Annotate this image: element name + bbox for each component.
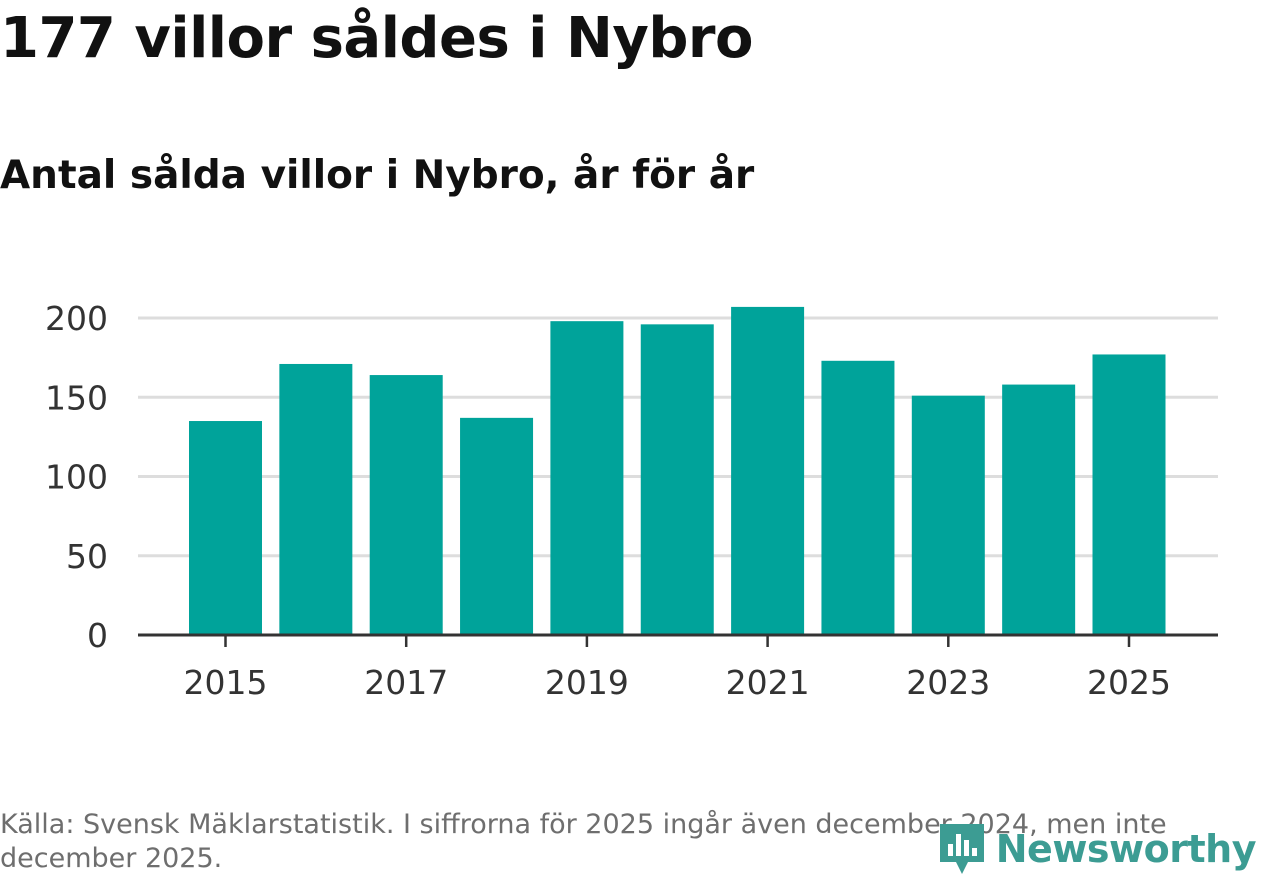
bar-2016 bbox=[279, 363, 353, 635]
bar-2015 bbox=[189, 421, 262, 635]
newsworthy-logo-icon bbox=[939, 824, 984, 874]
bar-2025 bbox=[1092, 354, 1166, 635]
tick-labels: 0 50 100 150 200 2015 2017 2019 2021 2023 2025 bbox=[45, 299, 1171, 702]
bar-2024 bbox=[1002, 384, 1076, 635]
bar-2023 bbox=[911, 395, 985, 635]
newsworthy-logo-text: Newsworthy bbox=[995, 827, 1257, 871]
newsworthy-logo: Newsworthy bbox=[938, 820, 1257, 878]
x-tick-label-2023: 2023 bbox=[906, 663, 990, 702]
bar-2022 bbox=[821, 360, 895, 635]
bar-2019 bbox=[550, 321, 624, 635]
y-tick-label-100: 100 bbox=[45, 458, 108, 497]
y-tick-label-150: 150 bbox=[45, 378, 108, 417]
x-tick-label-2019: 2019 bbox=[545, 663, 629, 702]
chart-title: 177 villor såldes i Nybro bbox=[0, 6, 754, 71]
x-axis bbox=[138, 633, 1218, 647]
bar-2020 bbox=[640, 324, 714, 635]
chart-subtitle: Antal sålda villor i Nybro, år för år bbox=[0, 153, 755, 198]
x-tick-label-2021: 2021 bbox=[726, 663, 810, 702]
y-tick-label-0: 0 bbox=[87, 616, 108, 655]
y-tick-label-50: 50 bbox=[66, 537, 108, 576]
x-tick-label-2017: 2017 bbox=[364, 663, 448, 702]
y-tick-label-200: 200 bbox=[45, 299, 108, 338]
bar-2021 bbox=[731, 306, 805, 635]
x-tick-label-2025: 2025 bbox=[1087, 663, 1171, 702]
x-tick-label-2015: 2015 bbox=[184, 663, 268, 702]
bar-2018 bbox=[460, 417, 534, 635]
bar-2017 bbox=[369, 375, 443, 635]
bars bbox=[189, 306, 1166, 635]
